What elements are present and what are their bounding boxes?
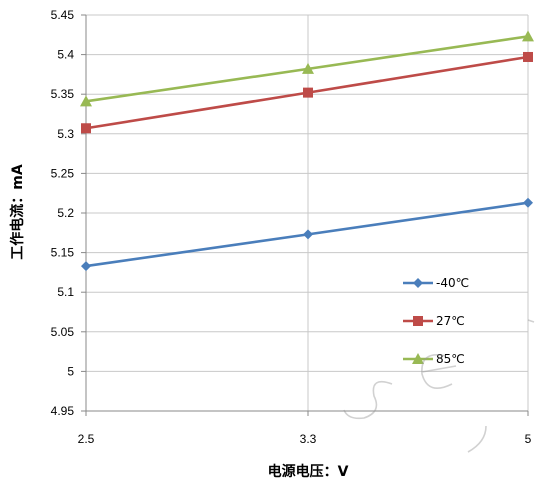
legend-label: -40℃ [436, 276, 469, 290]
data-point [523, 197, 533, 208]
y-tick-label: 4.95 [51, 404, 75, 418]
grid-lines [86, 14, 529, 411]
x-axis-title: 电源电压：V [268, 463, 349, 480]
legend: -40℃ 27℃ 85℃ [403, 276, 469, 366]
y-tick-label: 5.35 [51, 87, 75, 101]
y-tick-label: 5 [67, 364, 74, 378]
legend-marker [413, 278, 423, 288]
data-point [81, 261, 91, 272]
legend-label: 85℃ [436, 352, 465, 366]
x-tick-label: 3.3 [300, 432, 317, 446]
x-tick-label: 2.5 [78, 432, 95, 446]
y-tick-label: 5.3 [57, 127, 74, 141]
y-tick-label: 5.15 [51, 246, 75, 260]
series-1 [81, 197, 533, 272]
legend-item: -40℃ [403, 276, 469, 290]
legend-label: 27℃ [436, 314, 465, 328]
data-point [81, 123, 91, 134]
axes [81, 14, 529, 416]
x-tick-label: 5 [525, 432, 532, 446]
y-tick-label: 5.1 [57, 285, 74, 299]
y-tick-label: 5.45 [51, 8, 75, 22]
data-series [80, 30, 534, 272]
legend-marker [412, 353, 424, 364]
data-point [303, 87, 313, 98]
watermark [343, 319, 535, 453]
data-point [303, 229, 313, 240]
y-tick-label: 5.05 [51, 325, 75, 339]
data-point [523, 51, 533, 62]
legend-item: 85℃ [403, 352, 465, 366]
x-tick-labels: 2.5 3.3 5 [78, 432, 532, 446]
data-point [80, 95, 92, 107]
y-axis-title: 工作电流：mA [9, 164, 26, 260]
series-2 [81, 51, 533, 134]
data-point [522, 30, 534, 42]
series-3 [80, 30, 534, 107]
y-tick-labels: 4.95 5 5.05 5.1 5.15 5.2 5.25 5.3 5.35 5.4 5.45 [51, 8, 75, 418]
data-point [302, 62, 314, 74]
y-tick-label: 5.2 [57, 206, 74, 220]
legend-item: 27℃ [403, 314, 465, 328]
y-tick-label: 5.4 [57, 48, 74, 62]
y-tick-label: 5.25 [51, 166, 75, 180]
legend-marker [413, 316, 423, 326]
